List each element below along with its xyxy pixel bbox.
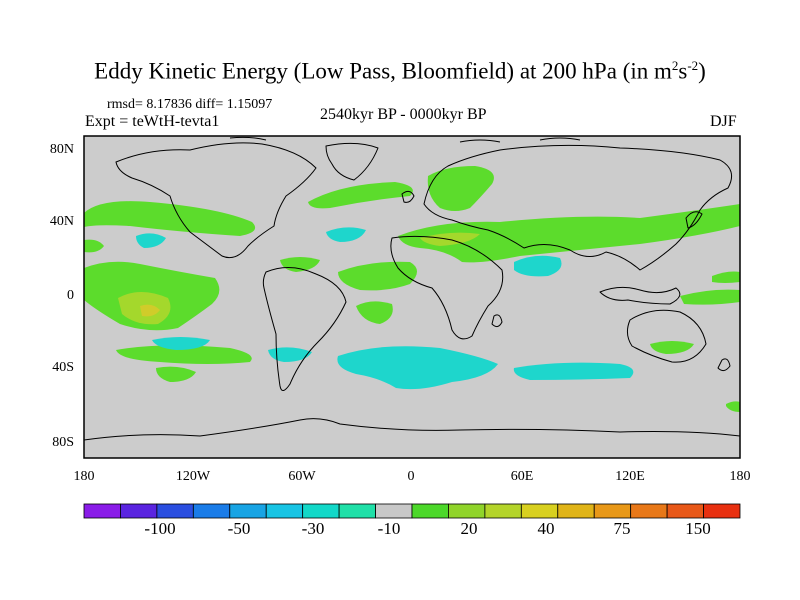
lon-label-180w: 180: [73, 469, 95, 484]
coast-eurasia: [423, 144, 733, 271]
contour-central-pacific-east: [712, 271, 740, 283]
lat-label-80n: 80N: [49, 142, 74, 157]
contour-north-pacific: [84, 201, 256, 236]
coast-arctic-islands: [229, 136, 581, 143]
coastlines: [83, 136, 741, 441]
period-label: 2540kyr BP - 0000kyr BP: [320, 106, 487, 123]
lon-label-120w: 120W: [175, 469, 211, 484]
contour-south-pacific-neg: [152, 337, 210, 350]
coast-africa: [390, 235, 504, 340]
colorbar-swatch: [484, 503, 522, 519]
contour-tropical-atlantic: [280, 257, 320, 272]
chart-title: Eddy Kinetic Energy (Low Pass, Bloomfiel…: [94, 58, 706, 84]
lon-label-0: 0: [407, 469, 415, 484]
colorbar-swatch: [630, 503, 668, 519]
coast-maritime-continent: [599, 286, 681, 305]
coast-madagascar: [491, 314, 503, 328]
contour-subtropical-jet: [398, 204, 740, 263]
contour-south-pacific: [116, 345, 252, 364]
colorbar-swatch: [520, 503, 559, 519]
colorbar-swatch: [302, 503, 340, 519]
lon-label-120e: 120E: [615, 469, 645, 484]
colorbar-swatch: [338, 503, 376, 519]
contour-southern-indian: [650, 341, 694, 354]
lat-label-80s: 80S: [52, 435, 74, 450]
contour-north-pacific-neg: [136, 233, 166, 248]
lat-label-40s: 40S: [52, 360, 74, 375]
colorbar-label: -30: [301, 519, 325, 538]
coast-south-america: [262, 267, 347, 391]
contour-south-indian-neg: [513, 362, 634, 380]
coast-north-america: [115, 142, 317, 259]
colorbar-swatch: [156, 503, 194, 519]
contour-east-pacific-west-edge: [84, 239, 104, 253]
colorbar-swatch: [192, 503, 231, 519]
colorbar-label: -50: [227, 519, 251, 538]
coast-greenland: [325, 142, 379, 181]
coast-antarctica: [83, 418, 741, 441]
lon-label-180e: 180: [729, 469, 751, 484]
contour-north-atlantic: [308, 182, 413, 209]
colorbar-label: 40: [537, 519, 555, 538]
colorbar-swatch: [229, 503, 267, 519]
colorbar-swatch: [666, 503, 704, 519]
contour-australia-east: [726, 401, 740, 412]
contour-western-pacific: [680, 289, 740, 305]
eke-anomaly-contours: [84, 166, 740, 412]
colorbar-swatch: [265, 503, 304, 519]
experiment-label: Expt = teWtH-tevta1: [85, 113, 220, 130]
colorbar-swatch: [557, 503, 595, 519]
colorbar-label: 20: [460, 519, 478, 538]
colorbar-swatch: [703, 503, 741, 519]
colorbar-label: -10: [377, 519, 401, 538]
season-label: DJF: [710, 113, 737, 130]
lon-label-60e: 60E: [510, 469, 534, 484]
coast-japan: [685, 211, 703, 229]
colorbar-swatch: [593, 503, 632, 519]
contour-mid-atlantic-neg: [326, 227, 366, 242]
contour-southeast-pacific: [156, 366, 196, 382]
colorbar: [83, 503, 741, 519]
lon-label-60w: 60W: [288, 469, 316, 484]
contour-europe: [427, 166, 494, 211]
contour-south-atlantic-mid: [356, 301, 393, 324]
colorbar-swatch: [411, 503, 449, 519]
coast-uk: [401, 190, 415, 203]
colorbar-swatch: [448, 503, 486, 519]
colorbar-swatch: [375, 503, 413, 519]
colorbar-label: 75: [613, 519, 631, 538]
contour-east-pacific-peak: [140, 304, 160, 317]
contour-chile-neg: [268, 347, 312, 362]
colorbar-swatch: [120, 503, 158, 519]
coast-new-zealand: [717, 358, 731, 372]
contour-south-atlantic: [338, 261, 417, 291]
lat-label-40n: 40N: [49, 214, 74, 229]
colorbar-label: 150: [685, 519, 711, 538]
colorbar-label: -100: [144, 519, 176, 538]
map-frame: [83, 135, 741, 459]
contour-south-atlantic-neg: [337, 346, 498, 390]
lat-label-0: 0: [67, 288, 74, 303]
colorbar-swatch: [83, 503, 121, 519]
map-panel: [83, 135, 741, 459]
coast-australia: [626, 309, 707, 363]
rmsd-diff-stats: rmsd= 8.17836 diff= 1.15097: [107, 97, 273, 112]
contour-arabia-neg: [514, 255, 562, 277]
